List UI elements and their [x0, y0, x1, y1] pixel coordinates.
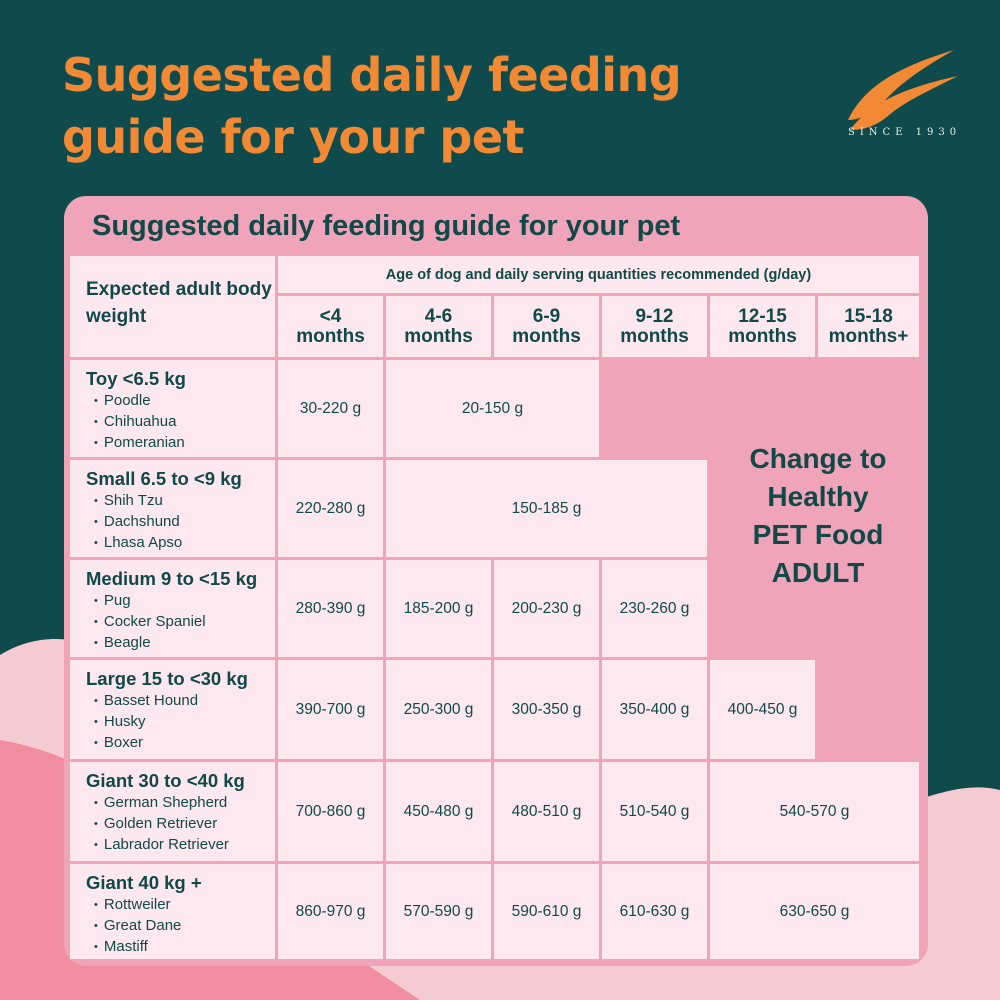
promo-line: PET Food — [752, 519, 884, 550]
breed-item: Basset Hound — [86, 691, 275, 712]
serving-cell: 570-590 g — [386, 864, 491, 959]
weight-category: Toy <6.5 kg — [86, 368, 186, 389]
weight-category-cell: Small 6.5 to <9 kgShih TzuDachshundLhasa… — [70, 460, 275, 557]
serving-cell: 450-480 g — [386, 762, 491, 861]
age-column-header: 6-9 months — [494, 296, 599, 357]
serving-cell: 230-260 g — [602, 560, 707, 657]
weight-category-cell: Giant 30 to <40 kgGerman ShepherdGolden … — [70, 762, 275, 861]
serving-cell: 630-650 g — [710, 864, 919, 959]
serving-cell: 30-220 g — [278, 360, 383, 457]
since-label: SINCE 1930 — [848, 127, 962, 138]
weight-category: Giant 30 to <40 kg — [86, 770, 245, 791]
serving-cell: 390-700 g — [278, 660, 383, 759]
weight-category: Medium 9 to <15 kg — [86, 568, 258, 589]
breed-item: German Shepherd — [86, 793, 275, 814]
age-header: Age of dog and daily serving quantities … — [278, 256, 919, 293]
weight-category-cell: Large 15 to <30 kgBasset HoundHuskyBoxer — [70, 660, 275, 759]
breed-item: Boxer — [86, 733, 275, 754]
serving-cell: 540-570 g — [710, 762, 919, 861]
promo-text: Change to Healthy PET Food ADULT — [710, 440, 926, 592]
breed-item: Mastiff — [86, 937, 275, 958]
breed-item: Beagle — [86, 633, 275, 654]
age-column-header: <4 months — [278, 296, 383, 357]
weight-category-cell: Giant 40 kg +RottweilerGreat DaneMastiff — [70, 864, 275, 959]
weight-category: Giant 40 kg + — [86, 872, 202, 893]
weight-category: Large 15 to <30 kg — [86, 668, 248, 689]
breed-item: Pomeranian — [86, 433, 275, 454]
breed-item: Shih Tzu — [86, 491, 275, 512]
promo-line: Change to — [749, 443, 887, 474]
breed-item: Labrador Retriever — [86, 835, 275, 856]
breed-item: Lhasa Apso — [86, 533, 275, 554]
serving-cell: 150-185 g — [386, 460, 707, 557]
serving-cell: 280-390 g — [278, 560, 383, 657]
breed-item: Poodle — [86, 391, 275, 412]
serving-cell: 510-540 g — [602, 762, 707, 861]
page-title: Suggested daily feeding guide for your p… — [62, 48, 682, 164]
promo-line: ADULT — [771, 557, 865, 588]
card-title: Suggested daily feeding guide for your p… — [92, 210, 681, 242]
age-column-header: 12-15 months — [710, 296, 815, 357]
serving-cell: 20-150 g — [386, 360, 599, 457]
serving-cell: 610-630 g — [602, 864, 707, 959]
age-column-header: 4-6 months — [386, 296, 491, 357]
serving-cell: 480-510 g — [494, 762, 599, 861]
breed-item: Rottweiler — [86, 895, 275, 916]
wing-logo-icon — [848, 50, 958, 130]
breed-item: Pug — [86, 591, 275, 612]
serving-cell: 300-350 g — [494, 660, 599, 759]
breed-item: Husky — [86, 712, 275, 733]
breed-item: Dachshund — [86, 512, 275, 533]
serving-cell: 590-610 g — [494, 864, 599, 959]
age-column-header: 15-18 months+ — [818, 296, 919, 357]
breed-item: Great Dane — [86, 916, 275, 937]
weight-category: Small 6.5 to <9 kg — [86, 468, 242, 489]
weight-category-cell: Toy <6.5 kgPoodleChihuahuaPomeranian — [70, 360, 275, 457]
breed-item: Chihuahua — [86, 412, 275, 433]
serving-cell: 200-230 g — [494, 560, 599, 657]
serving-cell: 400-450 g — [710, 660, 815, 759]
weight-header: Expected adult body weight — [70, 256, 275, 357]
weight-category-cell: Medium 9 to <15 kgPugCocker SpanielBeagl… — [70, 560, 275, 657]
age-column-header: 9-12 months — [602, 296, 707, 357]
serving-cell: 350-400 g — [602, 660, 707, 759]
breed-item: Golden Retriever — [86, 814, 275, 835]
serving-cell: 700-860 g — [278, 762, 383, 861]
serving-cell: 860-970 g — [278, 864, 383, 959]
promo-line: Healthy — [767, 481, 869, 512]
serving-cell: 250-300 g — [386, 660, 491, 759]
serving-cell: 185-200 g — [386, 560, 491, 657]
breed-item: Cocker Spaniel — [86, 612, 275, 633]
serving-cell: 220-280 g — [278, 460, 383, 557]
